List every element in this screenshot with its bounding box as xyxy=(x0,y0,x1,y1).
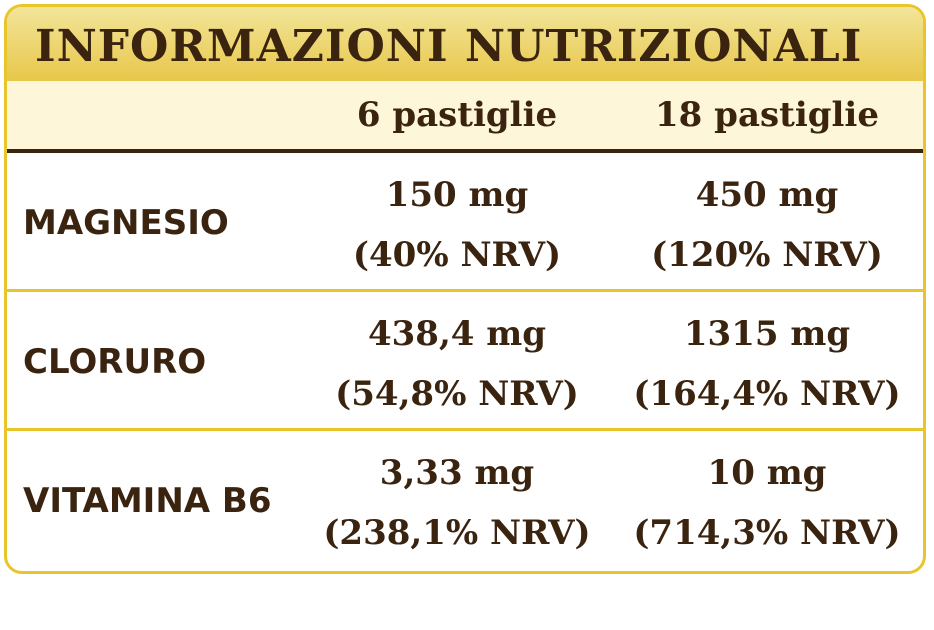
cell-line: 438,4 mg xyxy=(367,314,547,354)
nutrition-panel: INFORMAZIONI NUTRIZIONALI 6 pastiglie 18… xyxy=(4,4,926,574)
cell-line: (40% NRV) xyxy=(352,235,562,275)
cell-line: (714,3% NRV) xyxy=(633,513,901,553)
cell-line: (164,4% NRV) xyxy=(633,374,901,414)
row-name: VITAMINA B6 xyxy=(23,481,272,521)
cell-line: 10 mg xyxy=(707,453,827,493)
row-name: MAGNESIO xyxy=(23,203,229,243)
column-header: 6 pastiglie 18 pastiglie xyxy=(7,81,923,153)
table-row: CLORURO 438,4 mg (54,8% NRV) 1315 mg (164,4%… xyxy=(7,292,923,431)
cell-line: (238,1% NRV) xyxy=(323,513,591,553)
column-label: 18 pastiglie xyxy=(655,95,879,135)
cell-line: 150 mg xyxy=(385,175,529,215)
cell: 450 mg (120% NRV) xyxy=(617,165,917,285)
cell-line: (120% NRV) xyxy=(651,235,883,275)
rows: MAGNESIO 150 mg (40% NRV) 450 mg (120% NRV) C… xyxy=(7,153,923,567)
row-name: CLORURO xyxy=(23,342,207,382)
cell: 10 mg (714,3% NRV) xyxy=(617,443,917,563)
cell-line: 3,33 mg xyxy=(379,453,535,493)
cell: 438,4 mg (54,8% NRV) xyxy=(312,304,602,424)
cell-line: 450 mg xyxy=(695,175,839,215)
cell-line: 1315 mg xyxy=(683,314,851,354)
column-label: 6 pastiglie xyxy=(356,95,558,135)
cell: 1315 mg (164,4% NRV) xyxy=(617,304,917,424)
table-row: MAGNESIO 150 mg (40% NRV) 450 mg (120% NRV) xyxy=(7,153,923,292)
title: INFORMAZIONI NUTRIZIONALI xyxy=(7,7,923,81)
cell: 150 mg (40% NRV) xyxy=(312,165,602,285)
cell-line: (54,8% NRV) xyxy=(335,374,579,414)
table-row: VITAMINA B6 3,33 mg (238,1% NRV) 10 mg (714,… xyxy=(7,431,923,567)
cell: 3,33 mg (238,1% NRV) xyxy=(312,443,602,563)
